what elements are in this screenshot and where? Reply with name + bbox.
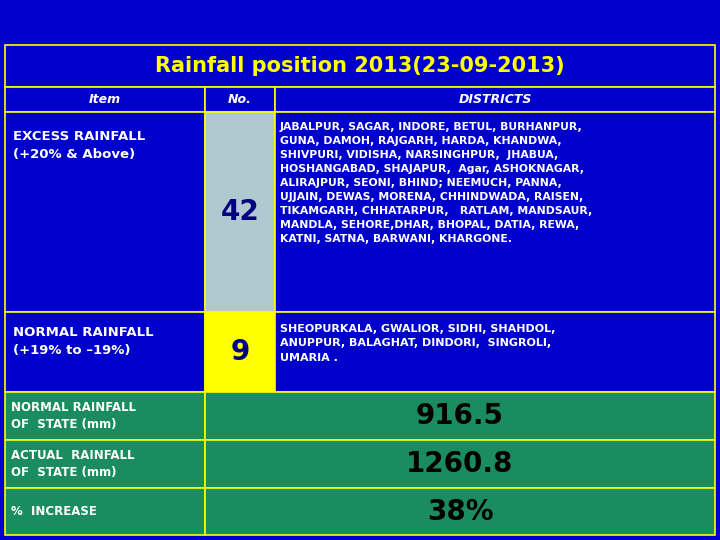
Bar <box>5 87 205 112</box>
Bar <box>205 112 275 312</box>
Bar <box>275 312 715 392</box>
Text: NORMAL RAINFALL
OF  STATE (mm): NORMAL RAINFALL OF STATE (mm) <box>11 401 136 431</box>
Bar <box>205 440 715 488</box>
Text: EXCESS RAINFALL
(+20% & Above): EXCESS RAINFALL (+20% & Above) <box>13 130 145 161</box>
Bar <box>5 45 715 87</box>
Bar <box>5 440 205 488</box>
Text: 9: 9 <box>230 338 250 366</box>
Text: Rainfall position 2013(23-09-2013): Rainfall position 2013(23-09-2013) <box>156 56 564 76</box>
Bar <box>205 312 275 392</box>
Text: DISTRICTS: DISTRICTS <box>459 93 531 106</box>
Text: 38%: 38% <box>427 497 493 525</box>
Text: 42: 42 <box>220 198 259 226</box>
Bar <box>205 488 715 535</box>
Text: SHEOPURKALA, GWALIOR, SIDHI, SHAHDOL,
ANUPPUR, BALAGHAT, DINDORI,  SINGROLI,
UMA: SHEOPURKALA, GWALIOR, SIDHI, SHAHDOL, AN… <box>280 324 555 363</box>
Bar <box>275 112 715 312</box>
Bar <box>205 392 715 440</box>
Bar <box>5 312 205 392</box>
Text: JABALPUR, SAGAR, INDORE, BETUL, BURHANPUR,
GUNA, DAMOH, RAJGARH, HARDA, KHANDWA,: JABALPUR, SAGAR, INDORE, BETUL, BURHANPU… <box>280 122 593 244</box>
Text: Item: Item <box>89 93 121 106</box>
Text: %  INCREASE: % INCREASE <box>11 505 97 518</box>
Text: NORMAL RAINFALL
(+19% to –19%): NORMAL RAINFALL (+19% to –19%) <box>13 326 153 357</box>
Bar <box>5 392 205 440</box>
Bar <box>5 488 205 535</box>
Text: 1260.8: 1260.8 <box>406 450 513 478</box>
Bar <box>205 87 275 112</box>
Text: ACTUAL  RAINFALL
OF  STATE (mm): ACTUAL RAINFALL OF STATE (mm) <box>11 449 135 479</box>
Text: No.: No. <box>228 93 252 106</box>
Bar <box>275 87 715 112</box>
Text: 916.5: 916.5 <box>416 402 504 430</box>
Bar <box>5 112 205 312</box>
